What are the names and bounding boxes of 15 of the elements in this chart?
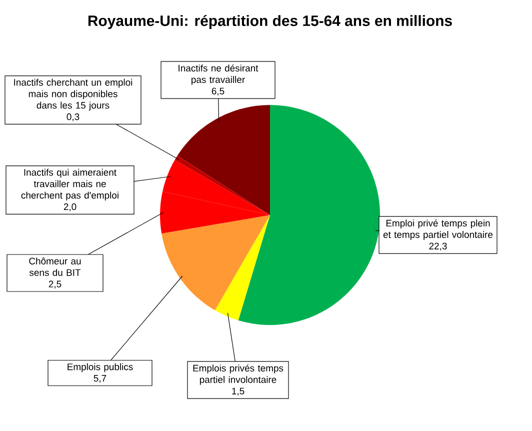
slice-label: Emplois publics [68, 363, 133, 372]
data-label: 2,0 [64, 203, 76, 212]
data-label: 2,5 [48, 280, 62, 289]
slice-label: Chômeur au sens du BIT [29, 257, 81, 276]
data-label: 5,7 [94, 375, 106, 383]
slice-label: Inactifs cherchant un emploi mais non disponibles dans les 15 jours [14, 78, 132, 111]
slice-label: Inactifs qui aimeraient travailler mais ne cherchent pas d'emploi [21, 168, 118, 201]
chart-title: Royaume-Uni: répartition des 15-64 ans en millions [88, 14, 452, 30]
slice-label: Emplois privés temps partiel involontaire [193, 364, 284, 385]
data-label: 1,5 [232, 388, 244, 396]
data-label: 22,3 [429, 242, 447, 251]
data-label: 6,5 [212, 88, 224, 96]
slice-label: Inactifs ne désirant pas travailler [178, 64, 258, 85]
slice-label: Emploi privé temps plein et temps partiel volontaire [383, 219, 493, 240]
data-label: 0,3 [66, 113, 80, 122]
